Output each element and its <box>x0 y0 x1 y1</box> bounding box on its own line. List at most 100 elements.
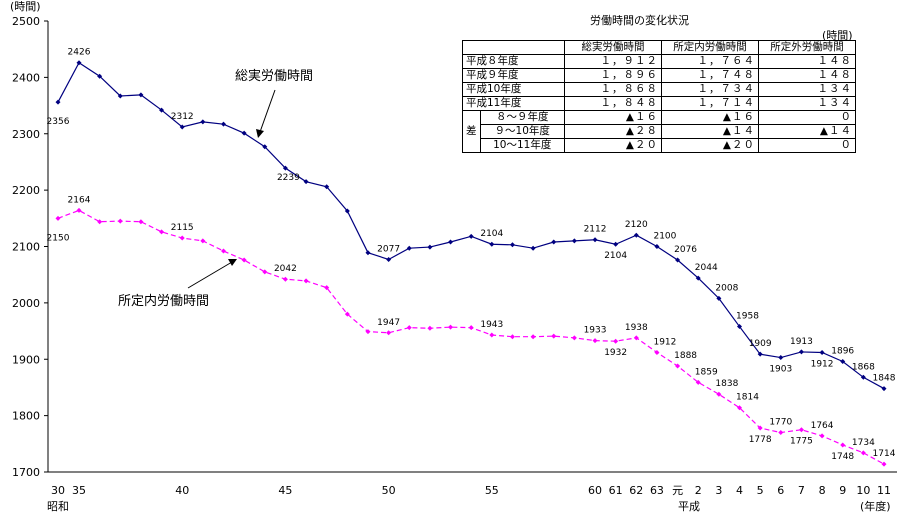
point-marker <box>55 215 61 221</box>
data-label: 2044 <box>695 263 718 273</box>
point-marker <box>200 238 206 244</box>
annotation-arrow <box>259 89 276 133</box>
data-label: 2076 <box>674 245 697 255</box>
point-marker <box>530 245 536 251</box>
point-marker <box>798 349 804 355</box>
point-marker <box>220 121 226 127</box>
table-cell: 10～11年度 <box>479 138 565 153</box>
point-marker <box>97 73 103 79</box>
data-label: 2104 <box>604 251 627 261</box>
point-marker <box>489 332 495 338</box>
point-marker <box>654 244 660 249</box>
point-marker <box>860 450 866 456</box>
data-label: 1770 <box>769 418 792 428</box>
era-label: 昭和 <box>47 500 69 513</box>
point-marker <box>448 324 454 330</box>
table-row: 平成11年度 １，８４８ １，７１４ １３４ <box>462 96 856 111</box>
data-label: 1947 <box>377 318 400 328</box>
table-title: 労働時間の変化状況 <box>590 14 689 27</box>
data-table: 総実労働時間 所定内労働時間 所定外労働時間 平成８年度 １，９１２ １，７６４ １４８ 平成… <box>462 40 856 153</box>
table-cell: 平成９年度 <box>462 68 565 83</box>
table-row: 平成８年度 １，９１２ １，７６４ １４８ <box>462 54 856 69</box>
data-label: 1913 <box>790 337 813 347</box>
y-tick-label: 2400 <box>12 71 40 84</box>
point-marker <box>778 430 784 436</box>
point-marker <box>179 235 185 241</box>
point-marker <box>303 179 309 185</box>
point-marker <box>551 239 557 245</box>
point-marker <box>551 333 557 339</box>
data-label: 1868 <box>852 362 875 372</box>
point-marker <box>571 238 577 244</box>
data-label: 1909 <box>749 339 772 349</box>
data-label: 1932 <box>604 348 627 358</box>
point-marker <box>303 278 309 284</box>
point-marker <box>282 276 288 282</box>
point-marker <box>509 334 515 340</box>
point-marker <box>97 219 103 225</box>
point-marker <box>675 363 681 369</box>
table-cell: ０ <box>758 138 856 153</box>
point-marker <box>530 334 536 340</box>
point-marker <box>406 245 412 251</box>
data-label: 2042 <box>274 264 297 274</box>
point-marker <box>633 335 639 341</box>
point-marker <box>344 208 350 214</box>
point-marker <box>282 165 288 171</box>
point-marker <box>386 256 392 262</box>
data-label: 1775 <box>790 437 813 447</box>
point-marker <box>613 241 619 247</box>
point-marker <box>386 330 392 336</box>
data-label: 1958 <box>736 312 759 322</box>
table-cell: １，７１４ <box>661 96 759 111</box>
x-tick-label: 40 <box>175 484 189 497</box>
data-label: 2312 <box>171 112 194 122</box>
data-label: 2356 <box>47 117 70 127</box>
point-marker <box>778 355 784 361</box>
data-label: 1714 <box>873 449 896 459</box>
table-cell: １，７４８ <box>661 68 759 83</box>
data-label: 2008 <box>715 283 738 293</box>
x-tick-label: 7 <box>798 484 805 497</box>
y-tick-label: 2000 <box>12 297 40 310</box>
point-marker <box>737 324 743 330</box>
point-marker <box>365 329 371 335</box>
point-marker <box>344 311 350 317</box>
data-label: 1896 <box>831 347 854 357</box>
table-cell: ▲１６ <box>661 110 759 125</box>
point-marker <box>138 92 144 98</box>
table-cell: ０ <box>758 110 856 125</box>
data-label: 1778 <box>749 435 772 445</box>
data-label: 2239 <box>277 173 300 183</box>
point-marker <box>262 144 268 150</box>
point-marker <box>654 349 660 355</box>
data-label: 1933 <box>584 326 607 336</box>
x-tick-label: 3 <box>715 484 722 497</box>
point-marker <box>468 325 474 331</box>
x-tick-label: 60 <box>588 484 602 497</box>
point-marker <box>613 338 619 344</box>
table-row: 総実労働時間 所定内労働時間 所定外労働時間 <box>462 40 856 55</box>
point-marker <box>881 461 887 467</box>
table-cell: 差 <box>462 110 481 153</box>
point-marker <box>737 405 743 411</box>
table-cell: ▲１４ <box>758 124 856 139</box>
point-marker <box>716 295 722 301</box>
table-row: 差 ８～９年度 ▲１６ ▲１６ ０ <box>462 110 856 153</box>
table-cell: １４８ <box>758 68 856 83</box>
data-label: 1838 <box>715 379 738 389</box>
point-marker <box>220 248 226 254</box>
x-tick-label: 30 <box>51 484 65 497</box>
point-marker <box>76 207 82 213</box>
y-tick-label: 1700 <box>12 466 40 479</box>
annotation-arrowhead <box>228 259 237 266</box>
point-marker <box>448 239 454 245</box>
x-tick-label: 8 <box>819 484 826 497</box>
point-marker <box>324 285 330 291</box>
y-tick-label: 1800 <box>12 410 40 423</box>
point-marker <box>324 184 330 190</box>
point-marker <box>675 257 681 263</box>
table-cell: ８～９年度 <box>479 110 565 125</box>
point-marker <box>427 244 433 250</box>
x-tick-label: 元 <box>672 484 683 497</box>
